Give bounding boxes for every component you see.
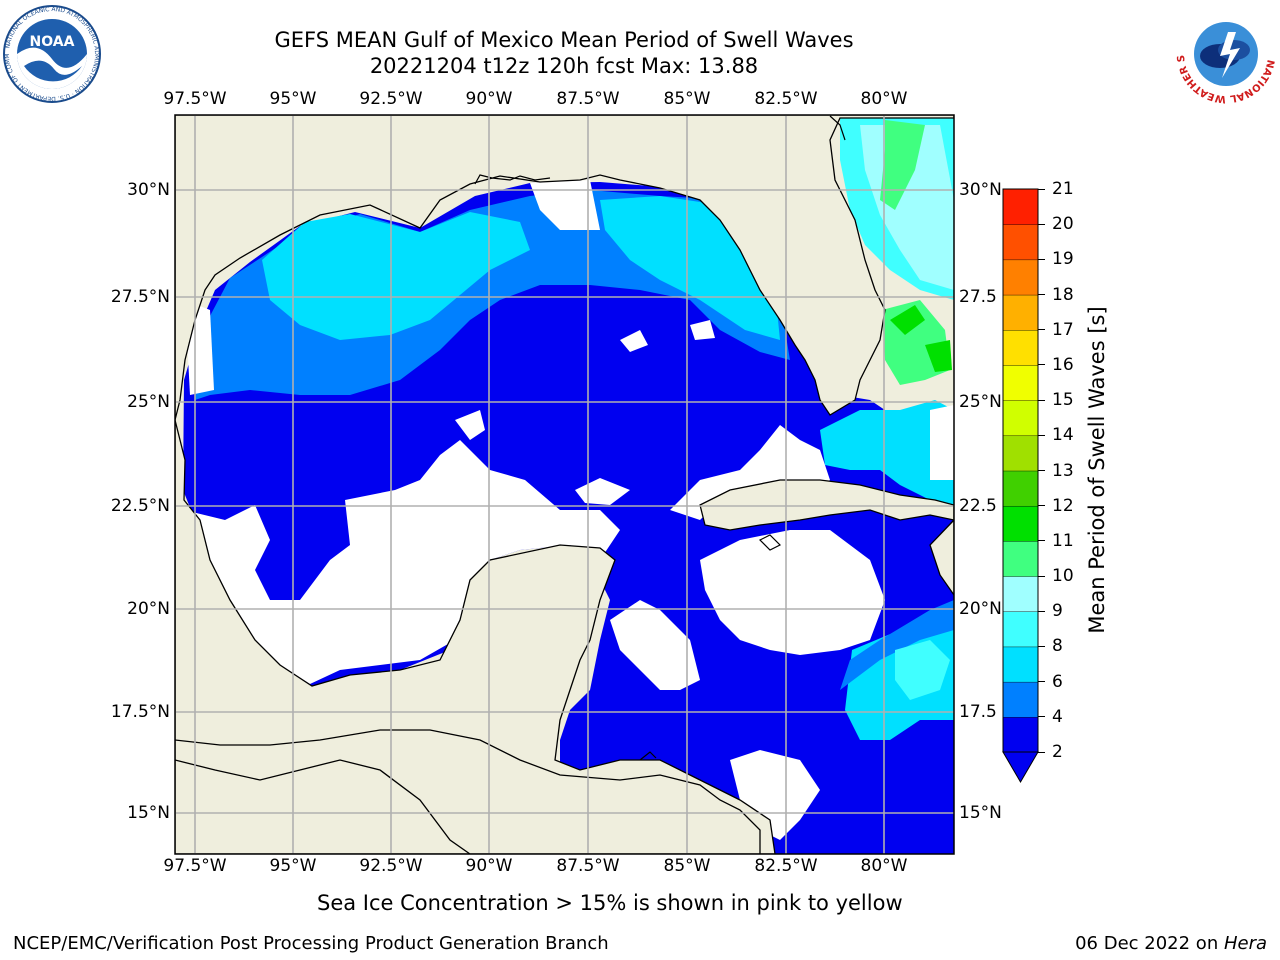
footer-host: Hera [1223, 933, 1267, 954]
map-field [175, 115, 954, 854]
colorbar-tick-label: 11 [1052, 530, 1074, 551]
lat-label: 22.5 [959, 496, 997, 516]
lat-label: 22.5°N [110, 496, 170, 516]
lon-label: 80°W [860, 89, 908, 109]
colorbar-tick-mark [1038, 645, 1045, 647]
colorbar-tick-label: 13 [1052, 460, 1074, 481]
lon-label: 95°W [269, 89, 317, 109]
map-subtitle: 20221204 t12z 120h fcst Max: 13.88 [369, 54, 759, 78]
noaa-logo-text: NOAA [30, 34, 75, 50]
colorbar-tick-mark [1038, 505, 1045, 507]
colorbar-tick-label: 8 [1052, 636, 1063, 657]
colorbar-tick-label: 10 [1052, 566, 1074, 587]
colorbar-cell [1002, 329, 1039, 366]
colorbar-tick-label: 2 [1052, 742, 1063, 762]
colorbar-tick-mark [1038, 188, 1045, 190]
colorbar-cell [1002, 364, 1039, 401]
colorbar-cell [1002, 681, 1039, 718]
colorbar-cell [1002, 259, 1039, 296]
map-frame [174, 114, 955, 855]
coastlines [175, 115, 954, 854]
footer-branch: NCEP/EMC/Verification Post Processing Pr… [13, 933, 609, 954]
colorbar-tick-mark [1038, 681, 1045, 683]
colorbar-tick-mark [1038, 364, 1045, 366]
colorbar [1002, 188, 1039, 783]
lon-label: 82.5°W [754, 856, 818, 876]
colorbar-cell [1002, 294, 1039, 331]
colorbar-cell [1002, 575, 1039, 612]
colorbar-tick-mark [1038, 329, 1045, 331]
lon-label: 85°W [663, 856, 711, 876]
colorbar-cell [1002, 470, 1039, 507]
colorbar-tick-label: 17 [1052, 319, 1074, 340]
colorbar-tick-mark [1038, 470, 1045, 471]
lon-label: 92.5°W [359, 856, 423, 876]
map-title: GEFS MEAN Gulf of Mexico Mean Period of … [274, 28, 854, 52]
colorbar-tick-mark [1038, 399, 1045, 401]
lat-label: 15°N [127, 803, 170, 823]
colorbar-tick-mark [1038, 716, 1045, 718]
colorbar-tick-label: 4 [1052, 706, 1063, 727]
colorbar-tick-mark [1038, 575, 1045, 577]
lon-label: 97.5°W [163, 89, 227, 109]
colorbar-tick-label: 20 [1052, 214, 1074, 235]
lat-label: 30°N [959, 180, 1002, 200]
colorbar-cell [1002, 505, 1039, 542]
colorbar-tick-label: 16 [1052, 354, 1074, 375]
lon-label: 87.5°W [556, 856, 620, 876]
colorbar-tick-label: 12 [1052, 495, 1074, 516]
colorbar-tick-label: 18 [1052, 284, 1074, 305]
colorbar-tick-mark [1038, 540, 1045, 542]
colorbar-cell [1002, 611, 1039, 648]
colorbar-cell [1002, 435, 1039, 472]
lat-label: 15°N [959, 803, 1002, 823]
lat-label: 27.5 [959, 287, 997, 307]
colorbar-tick-label: 19 [1052, 249, 1074, 270]
colorbar-tick-mark [1038, 610, 1045, 612]
lon-label: 87.5°W [556, 89, 620, 109]
colorbar-tick-label: 6 [1052, 671, 1063, 692]
colorbar-tick-label: 14 [1052, 425, 1074, 446]
lat-label: 27.5°N [110, 287, 170, 307]
colorbar-tick-mark [1038, 434, 1045, 436]
colorbar-tick-mark [1038, 751, 1045, 753]
lat-label: 25°N [127, 392, 170, 412]
colorbar-label: Mean Period of Swell Waves [s] [1085, 306, 1109, 634]
colorbar-cell [1002, 223, 1039, 261]
footer-date: 06 Dec 2022 on Hera [1075, 933, 1267, 954]
lon-label: 90°W [465, 89, 513, 109]
lon-label: 97.5°W [163, 856, 227, 876]
noaa-logo: NATIONAL OCEANIC AND ATMOSPHERIC ADMINIS… [2, 4, 101, 103]
lon-label: 85°W [663, 89, 711, 109]
colorbar-cell [1002, 716, 1039, 753]
lat-label: 30°N [127, 180, 170, 200]
graticule [175, 115, 954, 854]
colorbar-cell [1002, 399, 1039, 437]
colorbar-tick-label: 21 [1052, 179, 1074, 199]
colorbar-tick-mark [1038, 294, 1045, 296]
colorbar-tick-mark [1038, 258, 1045, 260]
colorbar-cell [1002, 540, 1039, 577]
nws-logo: NATIONAL WEATHER SERVICE [1176, 4, 1276, 104]
lon-label: 82.5°W [754, 89, 818, 109]
colorbar-cell [1002, 188, 1039, 225]
colorbar-cell [1002, 646, 1039, 683]
lon-label: 95°W [269, 856, 317, 876]
lon-label: 90°W [465, 856, 513, 876]
lat-label: 17.5 [959, 702, 997, 722]
lon-label: 80°W [860, 856, 908, 876]
colorbar-tick-mark [1038, 223, 1045, 225]
lon-label: 92.5°W [359, 89, 423, 109]
swell-band-6-8 [262, 212, 530, 340]
colorbar-tick-label: 9 [1052, 601, 1063, 622]
lat-label: 17.5°N [110, 702, 170, 722]
lat-label: 20°N [959, 599, 1002, 619]
sea-ice-note: Sea Ice Concentration > 15% is shown in … [317, 891, 903, 915]
colorbar-tick-label: 15 [1052, 390, 1074, 411]
lat-label: 25°N [959, 392, 1002, 412]
lat-label: 20°N [127, 599, 170, 619]
